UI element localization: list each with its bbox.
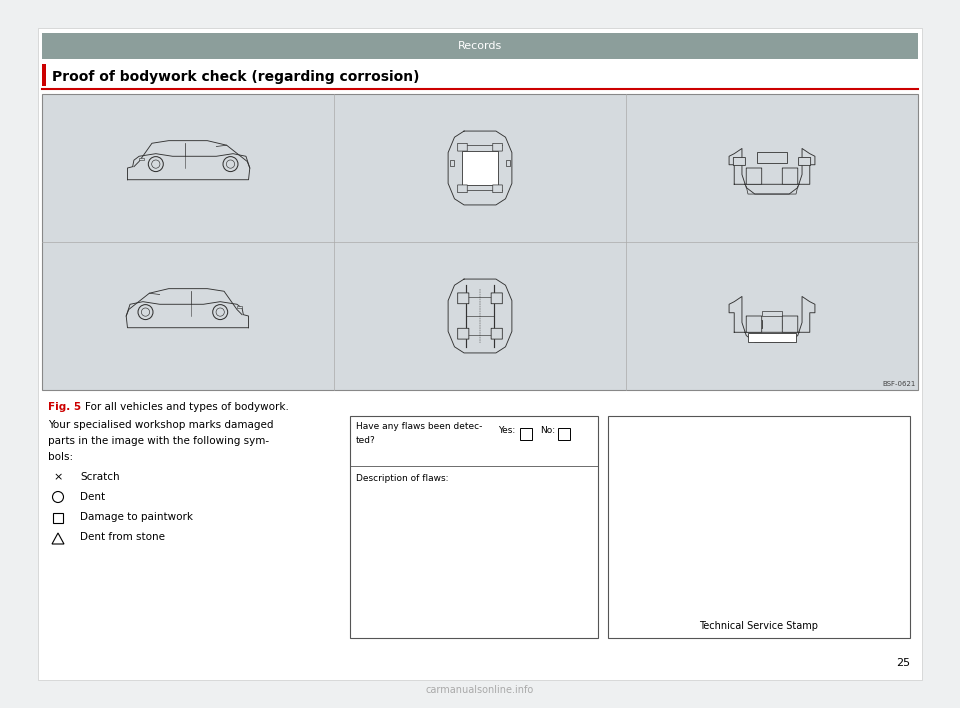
FancyBboxPatch shape <box>746 316 761 332</box>
FancyBboxPatch shape <box>558 428 570 440</box>
FancyBboxPatch shape <box>458 144 468 151</box>
FancyBboxPatch shape <box>761 311 782 316</box>
FancyBboxPatch shape <box>492 293 502 304</box>
Text: Description of flaws:: Description of flaws: <box>356 474 448 483</box>
Text: ×: × <box>54 472 62 482</box>
Text: Records: Records <box>458 41 502 51</box>
Text: 25: 25 <box>896 658 910 668</box>
FancyBboxPatch shape <box>53 513 63 523</box>
FancyBboxPatch shape <box>733 158 745 166</box>
FancyBboxPatch shape <box>42 33 918 59</box>
FancyBboxPatch shape <box>756 152 787 163</box>
FancyBboxPatch shape <box>350 416 598 638</box>
FancyBboxPatch shape <box>748 333 796 342</box>
FancyBboxPatch shape <box>520 428 532 440</box>
FancyBboxPatch shape <box>463 151 497 185</box>
FancyBboxPatch shape <box>458 329 468 339</box>
Text: Your specialised workshop marks damaged: Your specialised workshop marks damaged <box>48 420 274 430</box>
FancyBboxPatch shape <box>746 168 761 184</box>
FancyBboxPatch shape <box>458 185 468 193</box>
FancyBboxPatch shape <box>492 144 502 151</box>
FancyBboxPatch shape <box>506 160 511 166</box>
FancyBboxPatch shape <box>237 306 242 308</box>
Text: bols:: bols: <box>48 452 73 462</box>
Text: Proof of bodywork check (regarding corrosion): Proof of bodywork check (regarding corro… <box>52 70 420 84</box>
FancyBboxPatch shape <box>750 320 761 328</box>
FancyBboxPatch shape <box>458 293 468 304</box>
Text: Damage to paintwork: Damage to paintwork <box>80 512 193 522</box>
Text: parts in the image with the following sym-: parts in the image with the following sy… <box>48 436 269 446</box>
FancyBboxPatch shape <box>42 94 918 390</box>
Text: Dent from stone: Dent from stone <box>80 532 165 542</box>
FancyBboxPatch shape <box>782 320 794 328</box>
Text: Fig. 5: Fig. 5 <box>48 402 82 412</box>
FancyBboxPatch shape <box>449 160 454 166</box>
FancyBboxPatch shape <box>42 64 46 86</box>
Text: ted?: ted? <box>356 436 375 445</box>
FancyBboxPatch shape <box>782 316 798 332</box>
Text: Technical Service Stamp: Technical Service Stamp <box>700 621 819 631</box>
Text: Scratch: Scratch <box>80 472 120 482</box>
FancyBboxPatch shape <box>799 158 810 166</box>
FancyBboxPatch shape <box>38 28 922 680</box>
Text: No:: No: <box>540 426 555 435</box>
FancyBboxPatch shape <box>608 416 910 638</box>
FancyBboxPatch shape <box>492 185 502 193</box>
FancyBboxPatch shape <box>782 168 798 184</box>
Text: Dent: Dent <box>80 492 106 502</box>
Text: Have any flaws been detec-: Have any flaws been detec- <box>356 422 482 431</box>
Text: carmanualsonline.info: carmanualsonline.info <box>426 685 534 695</box>
Text: For all vehicles and types of bodywork.: For all vehicles and types of bodywork. <box>85 402 289 412</box>
FancyBboxPatch shape <box>139 158 144 160</box>
FancyBboxPatch shape <box>492 329 502 339</box>
Text: Yes:: Yes: <box>498 426 516 435</box>
Text: BSF-0621: BSF-0621 <box>882 381 916 387</box>
